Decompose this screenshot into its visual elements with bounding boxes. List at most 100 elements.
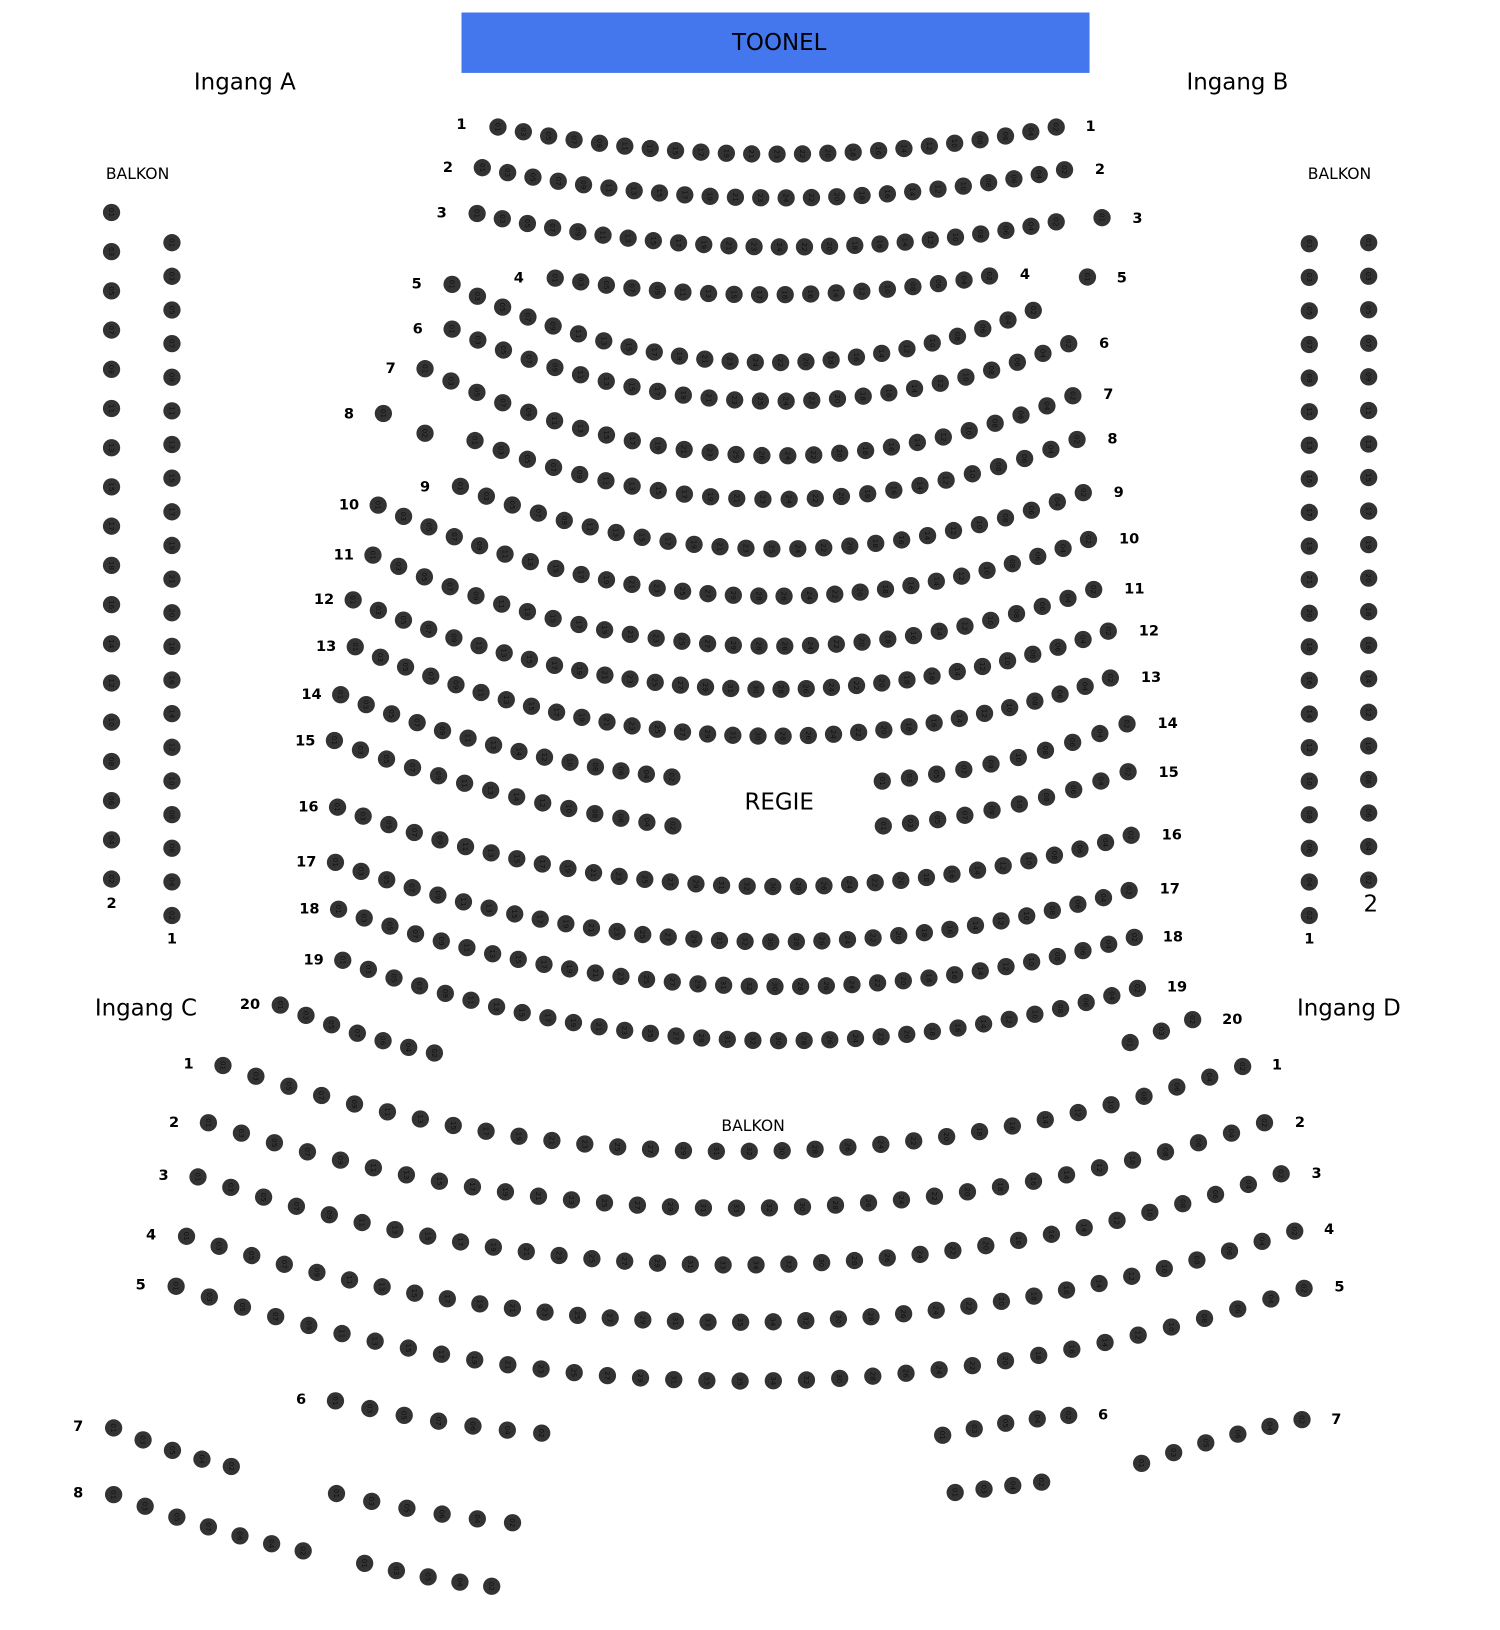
seat[interactable]: 27 xyxy=(641,1140,660,1158)
seat[interactable]: 22 xyxy=(925,1187,944,1205)
seat[interactable]: 12 xyxy=(956,617,974,635)
seat[interactable]: 21 xyxy=(584,864,603,882)
seat[interactable]: 10 xyxy=(1155,1259,1173,1278)
seat[interactable]: 14 xyxy=(930,622,948,640)
seat[interactable]: 19 xyxy=(564,1013,583,1032)
seat[interactable]: 32 xyxy=(740,1142,758,1160)
seat[interactable]: 02 xyxy=(1119,763,1137,781)
seat[interactable]: 26 xyxy=(753,446,771,465)
seat[interactable]: 17 xyxy=(645,343,663,361)
seat[interactable]: 09 xyxy=(555,511,573,530)
seat[interactable]: 18 xyxy=(991,1178,1010,1196)
seat[interactable]: 09 xyxy=(571,465,589,484)
seat[interactable]: 07 xyxy=(410,977,429,995)
seat[interactable]: 24 xyxy=(892,1191,911,1209)
seat[interactable]: 29 xyxy=(724,636,742,654)
seat[interactable]: 21 xyxy=(711,538,729,556)
seat[interactable]: 13 xyxy=(623,477,641,495)
seat[interactable]: 14 xyxy=(904,183,922,201)
seat[interactable]: 02 xyxy=(1184,1011,1202,1029)
seat[interactable]: 06 xyxy=(1033,597,1051,616)
seat[interactable]: 24 xyxy=(838,931,857,949)
seat[interactable]: 07 xyxy=(408,713,426,732)
seat[interactable]: 24 xyxy=(824,725,843,743)
seat[interactable]: 09 xyxy=(300,1316,318,1335)
seat[interactable]: 27 xyxy=(628,1196,647,1214)
seat[interactable]: 22 xyxy=(960,1297,978,1315)
seat[interactable]: 14 xyxy=(163,705,181,723)
seat[interactable]: 13 xyxy=(1360,435,1378,453)
seat[interactable]: 05 xyxy=(382,705,401,723)
seat[interactable]: 04 xyxy=(1091,724,1109,743)
seat[interactable]: 01 xyxy=(443,275,461,293)
seat[interactable]: 14 xyxy=(1300,705,1318,723)
seat[interactable]: 19 xyxy=(674,386,692,404)
seat[interactable]: 01 xyxy=(1121,1033,1139,1052)
seat[interactable]: 05 xyxy=(163,301,181,319)
seat[interactable]: 01 xyxy=(326,1392,345,1410)
seat[interactable]: 24 xyxy=(843,976,861,994)
seat[interactable]: 09 xyxy=(445,629,463,647)
seat[interactable]: 19 xyxy=(649,437,667,455)
seat[interactable]: 20 xyxy=(163,604,181,622)
seat[interactable]: 11 xyxy=(571,366,590,384)
seat[interactable]: 18 xyxy=(1360,603,1378,621)
seat[interactable]: 30 xyxy=(766,977,784,996)
seat[interactable]: 25 xyxy=(648,720,666,738)
seat[interactable]: 35 xyxy=(731,1313,750,1331)
seat[interactable]: 11 xyxy=(353,1213,371,1232)
seat[interactable]: 02 xyxy=(1047,213,1065,231)
seat[interactable]: 01 xyxy=(369,496,387,514)
seat[interactable]: 01 xyxy=(416,360,434,378)
seat[interactable]: 30 xyxy=(764,877,782,896)
seat[interactable]: 07 xyxy=(494,394,512,412)
seat[interactable]: 13 xyxy=(487,998,506,1016)
seat[interactable]: 03 xyxy=(468,287,487,305)
seat[interactable]: 19 xyxy=(484,1238,503,1256)
seat[interactable]: 06 xyxy=(231,1527,249,1545)
seat[interactable]: 17 xyxy=(531,910,549,928)
seat[interactable]: 14 xyxy=(927,572,945,590)
seat[interactable]: 03 xyxy=(163,267,181,285)
seat[interactable]: 11 xyxy=(470,637,488,655)
seat[interactable]: 01 xyxy=(1360,234,1378,252)
seat[interactable]: 10 xyxy=(1026,1005,1044,1023)
seat[interactable]: 16 xyxy=(871,235,889,253)
seat[interactable]: 03 xyxy=(355,909,373,927)
seat[interactable]: 01 xyxy=(873,772,891,790)
seat[interactable]: 11 xyxy=(581,518,599,536)
seat[interactable]: 20 xyxy=(898,1025,916,1043)
seat[interactable]: 21 xyxy=(726,188,745,206)
seat[interactable]: 03 xyxy=(297,1006,315,1025)
seat[interactable]: 19 xyxy=(597,571,616,589)
seat[interactable]: 07 xyxy=(1360,334,1378,352)
seat[interactable]: 09 xyxy=(983,801,1001,819)
seat[interactable]: 04 xyxy=(1076,677,1094,696)
seat[interactable]: 32 xyxy=(780,1255,798,1273)
seat[interactable]: 07 xyxy=(544,458,563,476)
seat[interactable]: 32 xyxy=(797,1371,816,1389)
seat[interactable]: 27 xyxy=(671,676,690,694)
seat[interactable]: 17 xyxy=(570,615,588,634)
seat[interactable]: 22 xyxy=(872,1028,890,1046)
seat[interactable]: 15 xyxy=(406,1284,424,1302)
seat[interactable]: 12 xyxy=(929,180,947,198)
seat[interactable]: 14 xyxy=(895,139,913,158)
seat[interactable]: 03 xyxy=(361,1399,379,1418)
seat[interactable]: 14 xyxy=(1057,1166,1076,1184)
seat[interactable]: 26 xyxy=(775,587,793,605)
seat[interactable]: 31 xyxy=(665,1370,683,1389)
seat[interactable]: 21 xyxy=(621,625,639,644)
seat[interactable]: 16 xyxy=(893,531,911,549)
seat[interactable]: 04 xyxy=(498,1421,516,1439)
seat[interactable]: 06 xyxy=(1008,353,1027,371)
seat[interactable]: 21 xyxy=(596,666,614,684)
seat[interactable]: 07 xyxy=(623,279,641,297)
seat[interactable]: 14 xyxy=(911,476,929,495)
seat[interactable]: 13 xyxy=(597,372,615,390)
seat[interactable]: 18 xyxy=(846,236,864,255)
seat[interactable]: 14 xyxy=(510,742,528,761)
seat[interactable]: 01 xyxy=(468,204,486,223)
seat[interactable]: 01 xyxy=(451,477,470,496)
seat[interactable]: 08 xyxy=(1026,692,1044,710)
